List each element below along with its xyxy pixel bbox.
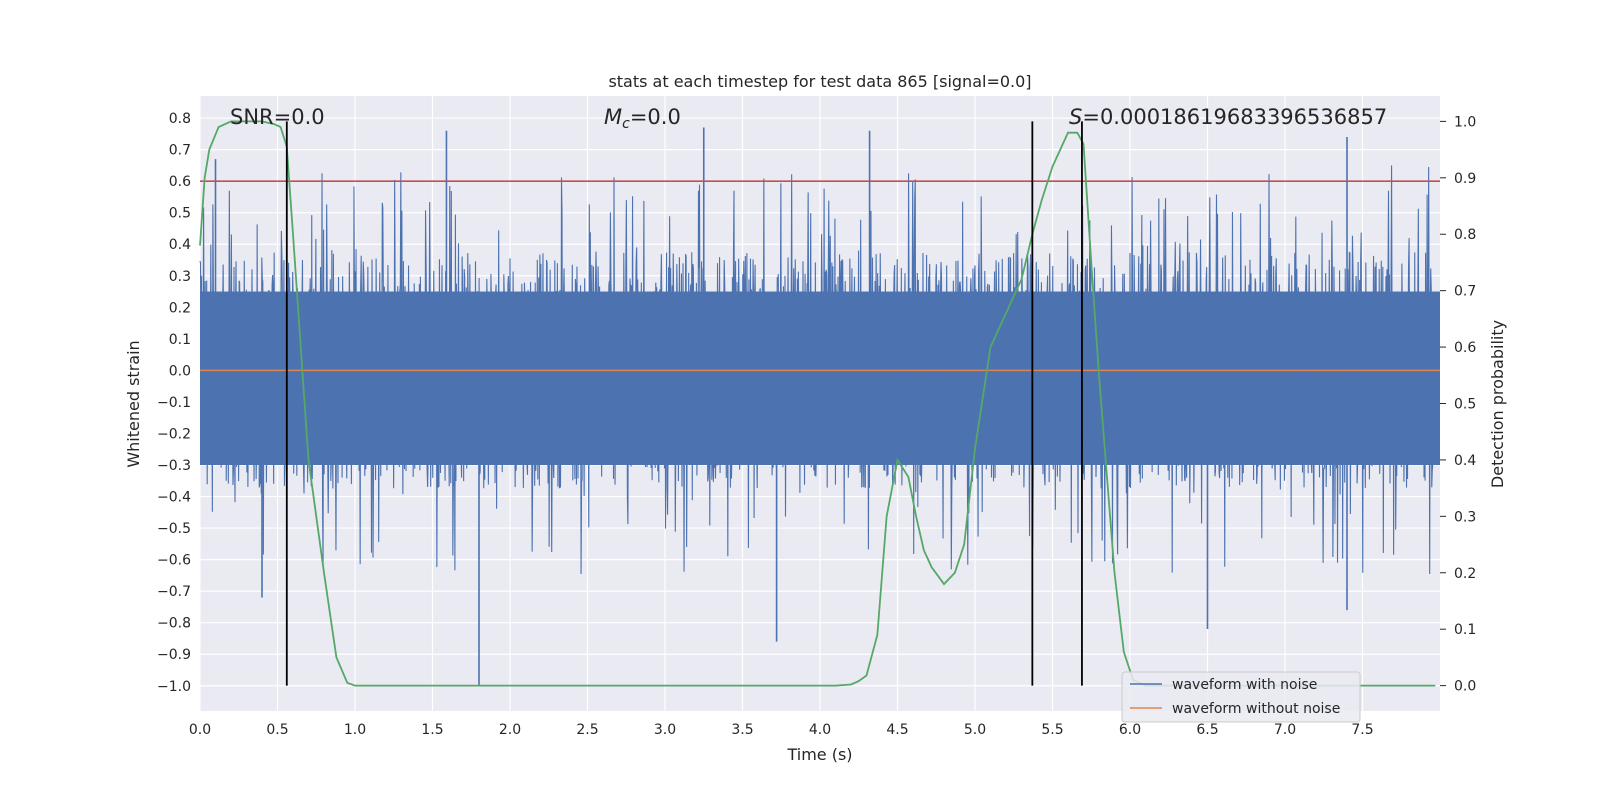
- y-right-tick-label: 0.3: [1454, 509, 1476, 525]
- y-right-tick-labels: 1.0 0.9 0.8 0.7 0.6 0.5 0.4 0.3 0.2 0.1 0.0: [1440, 114, 1476, 695]
- y-left-tick-label: 0.4: [169, 237, 191, 253]
- x-tick-label: 1.5: [421, 722, 443, 738]
- y-left-tick-label: 0.1: [169, 332, 191, 348]
- y-left-tick-label: −0.2: [157, 426, 191, 442]
- legend: waveform with noise waveform without noi…: [1121, 671, 1361, 723]
- y-left-tick-label: −1.0: [157, 679, 191, 695]
- y-left-tick-label: −0.3: [157, 458, 191, 474]
- y-right-tick-label: 0.0: [1454, 679, 1476, 695]
- x-tick-label: 6.5: [1196, 722, 1218, 738]
- legend-label-noise: waveform with noise: [1172, 677, 1317, 693]
- chirp-mass-value: =0.0: [630, 105, 681, 129]
- x-tick-label: 7.5: [1351, 722, 1373, 738]
- y-right-tick-label: 0.1: [1454, 622, 1476, 638]
- x-tick-label: 5.0: [964, 722, 986, 738]
- x-tick-label: 0.0: [189, 722, 211, 738]
- y-left-tick-label: −0.9: [157, 647, 191, 663]
- y-left-tick-label: −0.1: [157, 395, 191, 411]
- y-left-tick-label: −0.5: [157, 521, 191, 537]
- legend-label-no-noise: waveform without noise: [1172, 701, 1340, 717]
- chirp-mass-symbol: M: [604, 105, 622, 129]
- legend-box: [1121, 671, 1361, 723]
- x-tick-label: 2.5: [576, 722, 598, 738]
- y-right-tick-label: 0.7: [1454, 284, 1476, 300]
- x-tick-label: 3.5: [731, 722, 753, 738]
- y-right-tick-label: 0.4: [1454, 453, 1476, 469]
- y-right-tick-label: 0.2: [1454, 566, 1476, 582]
- s-annotation: S=0.00018619683396536857: [1069, 105, 1387, 129]
- y-left-tick-label: 0.0: [169, 363, 191, 379]
- noise-trace: [199, 165, 1436, 575]
- x-tick-label: 6.0: [1119, 722, 1141, 738]
- x-tick-label: 5.5: [1041, 722, 1063, 738]
- snr-annotation: SNR=0.0: [230, 105, 325, 129]
- y-right-tick-label: 0.9: [1454, 171, 1476, 187]
- y-left-tick-label: 0.3: [169, 269, 191, 285]
- y-left-tick-label: −0.8: [157, 616, 191, 632]
- y-right-tick-label: 0.6: [1454, 340, 1476, 356]
- x-tick-labels: 0.0 0.5 1.0 1.5 2.0 2.5 3.0 3.5 4.0 4.5 5.0 5.5 6.0 6…: [189, 722, 1374, 738]
- chirp-mass-annotation: Mc=0.0: [604, 105, 681, 132]
- y-left-tick-labels: 0.8 0.7 0.6 0.5 0.4 0.3 0.2 0.1 0.0 −0.1 −0.2 −0.3 −…: [157, 111, 191, 695]
- series-waveform-with-noise: [199, 127, 1440, 686]
- y-axis-right-label: Detection probability: [1488, 320, 1507, 488]
- detection-probability-line: [199, 120, 1436, 687]
- vertical-markers: [285, 121, 1083, 686]
- x-tick-label: 7.0: [1274, 722, 1296, 738]
- y-axis-left-label: Whitened strain: [124, 340, 143, 467]
- series-detection-probability: [199, 120, 1436, 687]
- s-symbol: S: [1069, 105, 1082, 129]
- x-tick-label: 0.5: [266, 722, 288, 738]
- y-left-tick-label: −0.7: [157, 584, 191, 600]
- x-tick-label: 4.5: [886, 722, 908, 738]
- x-tick-label: 1.0: [344, 722, 366, 738]
- y-left-tick-label: 0.5: [169, 206, 191, 222]
- y-left-tick-label: 0.7: [169, 143, 191, 159]
- reference-lines: [200, 180, 1440, 372]
- s-value: =0.00018619683396536857: [1082, 105, 1387, 129]
- y-left-tick-label: −0.6: [157, 553, 191, 569]
- x-tick-label: 4.0: [809, 722, 831, 738]
- x-tick-label: 2.0: [499, 722, 521, 738]
- y-left-tick-label: 0.2: [169, 300, 191, 316]
- y-left-tick-label: −0.4: [157, 490, 191, 506]
- y-left-tick-label: 0.8: [169, 111, 191, 127]
- y-left-tick-label: 0.6: [169, 174, 191, 190]
- chirp-mass-subscript: c: [622, 116, 630, 132]
- x-axis-label: Time (s): [786, 745, 852, 764]
- x-tick-label: 3.0: [654, 722, 676, 738]
- chart-title: stats at each timestep for test data 865…: [608, 72, 1031, 91]
- y-right-tick-label: 0.8: [1454, 227, 1476, 243]
- y-right-tick-label: 0.5: [1454, 397, 1476, 413]
- y-right-tick-label: 1.0: [1454, 114, 1476, 130]
